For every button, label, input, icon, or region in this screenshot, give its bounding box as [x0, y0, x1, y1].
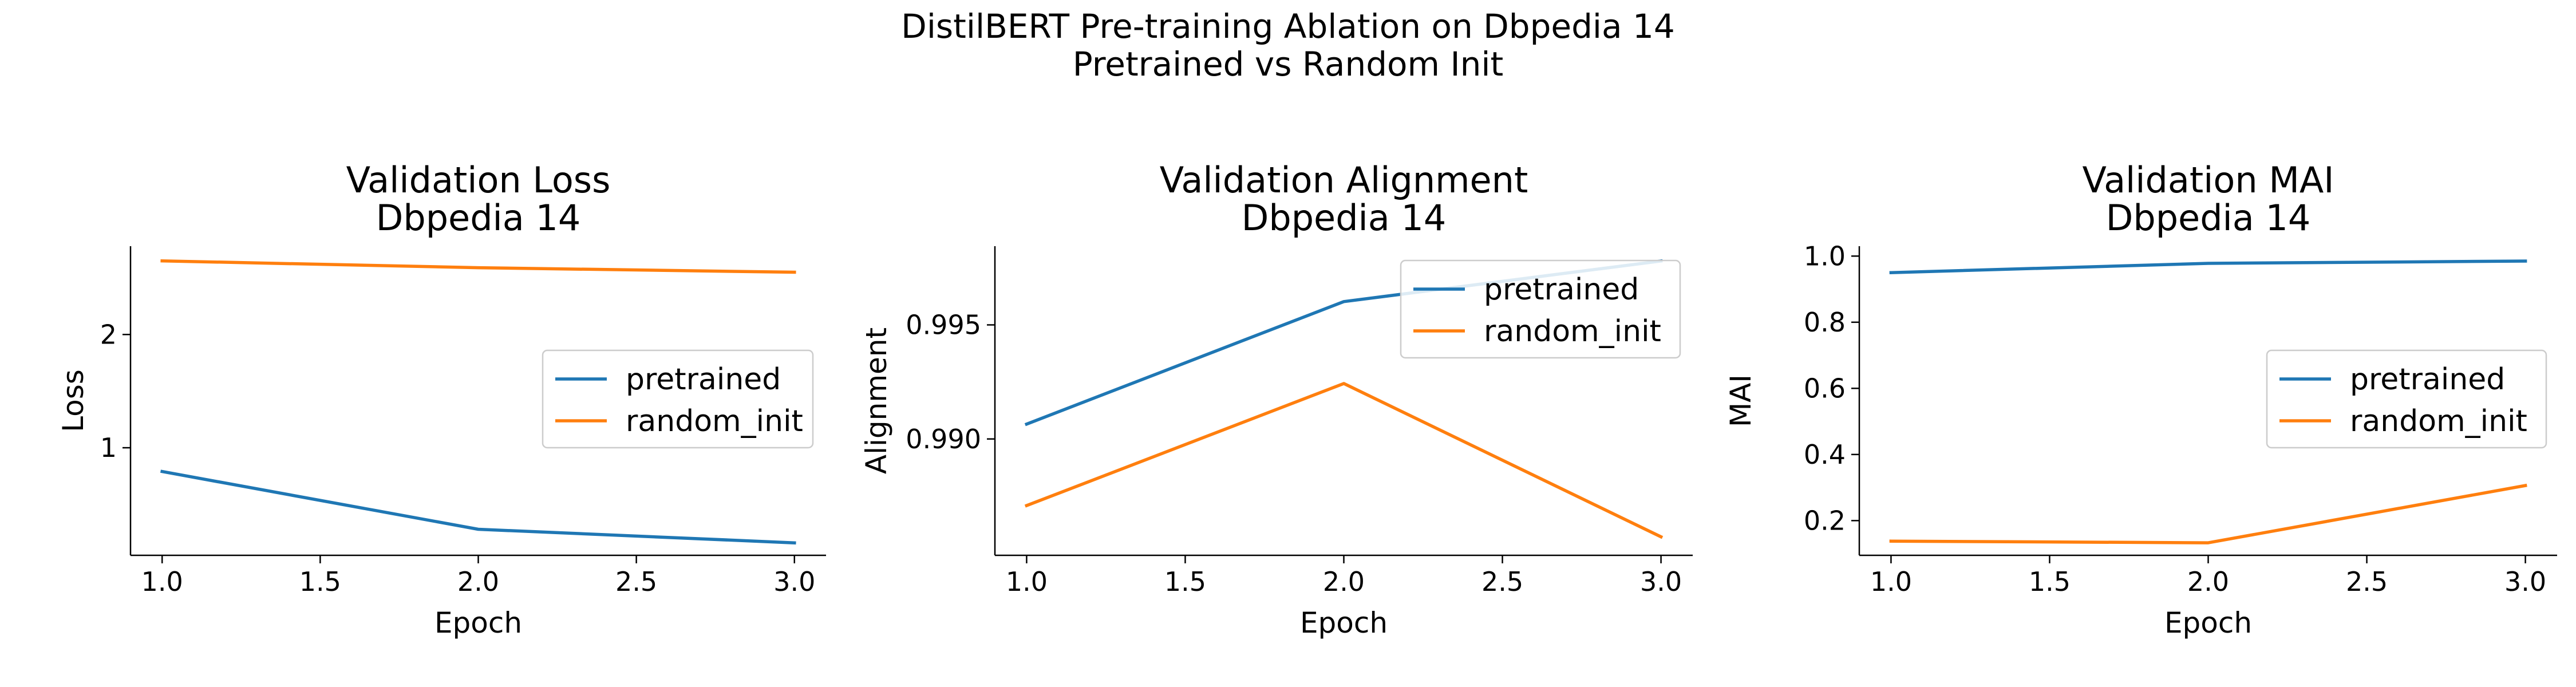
panel-3-legend-frame [2266, 349, 2547, 449]
panel-1-legend: pretrained random_init [542, 349, 814, 449]
panel-1-title-line1: Validation Loss [346, 159, 611, 201]
panel-1-y-tick-label: 1 [100, 432, 117, 463]
panel-3-title-line1: Validation MAI [2082, 159, 2334, 201]
panel-2-x-axis-label: Epoch [1300, 606, 1388, 639]
panel-1-legend-label-random_init: random_init [626, 404, 803, 439]
figure-title-line2: Pretrained vs Random Init [1073, 45, 1503, 84]
panel-3-x-tick-label: 2.5 [2346, 566, 2388, 597]
panel-1-x-axis-label: Epoch [434, 606, 522, 639]
panel-2-legend-label-pretrained: pretrained [1484, 273, 1639, 307]
panel-2-y-tick-label: 0.995 [906, 309, 981, 340]
panel-1-x-tick-label: 2.0 [457, 566, 499, 597]
panel-3-series-random_init-line [1889, 483, 2527, 544]
panel-1-legend-frame [542, 349, 814, 449]
panel-1-x-tick-label: 1.5 [299, 566, 341, 597]
panel-3-y-tick-label: 0.4 [1804, 439, 1846, 470]
panel-3-x-tick-label: 1.0 [1870, 566, 1912, 597]
panel-2-title-line2: Dbpedia 14 [1242, 197, 1447, 239]
panel-3-series-pretrained-line [1889, 259, 2527, 275]
panel-1-legend-label-pretrained: pretrained [626, 362, 781, 397]
panel-2-series-random_init-line [1024, 382, 1664, 539]
panel-3-y-axis-label: MAI [1724, 374, 1757, 427]
panel-3-x-tick-label: 3.0 [2504, 566, 2546, 597]
panel-2-x-tick-label: 3.0 [1640, 566, 1682, 597]
panel-2-title-line1: Validation Alignment [1160, 159, 1528, 201]
panel-1-series-pretrained-line [160, 469, 796, 545]
panel-3-x-tick-label: 2.0 [2187, 566, 2229, 597]
panel-3-y-tick-label: 1.0 [1804, 240, 1846, 271]
panel-2-x-tick-label: 1.5 [1164, 566, 1206, 597]
panel-2-legend-label-random_init: random_init [1484, 314, 1661, 349]
panel-2-x-tick-label: 2.5 [1481, 566, 1523, 597]
panel-3-legend-label-pretrained: pretrained [2350, 362, 2505, 397]
panel-3-y-tick-label: 0.2 [1804, 505, 1846, 536]
panel-2-y-tick-label: 0.990 [906, 424, 981, 455]
panel-3-y-tick-label: 0.6 [1804, 373, 1846, 404]
panel-2-y-axis-label: Alignment [860, 327, 893, 474]
panel-2-x-tick-label: 2.0 [1323, 566, 1365, 597]
panel-2-x-tick-label: 1.0 [1006, 566, 1048, 597]
figure-title-line1: DistilBERT Pre-training Ablation on Dbpe… [901, 7, 1675, 46]
panel-1-y-tick-label: 2 [100, 319, 117, 350]
panel-1-x-tick-label: 1.0 [141, 566, 183, 597]
panel-1-series-random_init-line [160, 259, 796, 274]
panel-2-legend: pretrained random_init [1400, 259, 1681, 359]
panel-1-title-line2: Dbpedia 14 [376, 197, 581, 239]
panel-3-title-line2: Dbpedia 14 [2106, 197, 2311, 239]
panel-3-legend-label-random_init: random_init [2350, 404, 2527, 439]
panel-3-legend: pretrained random_init [2266, 349, 2547, 449]
panel-2-legend-frame [1400, 259, 1681, 359]
panel-1-x-tick-label: 3.0 [773, 566, 815, 597]
panel-1-x-tick-label: 2.5 [615, 566, 657, 597]
panel-3-y-tick-label: 0.8 [1804, 307, 1846, 338]
panel-3-x-axis-label: Epoch [2164, 606, 2252, 639]
panel-3-x-tick-label: 1.5 [2029, 566, 2071, 597]
panel-1-y-axis-label: Loss [57, 369, 90, 432]
